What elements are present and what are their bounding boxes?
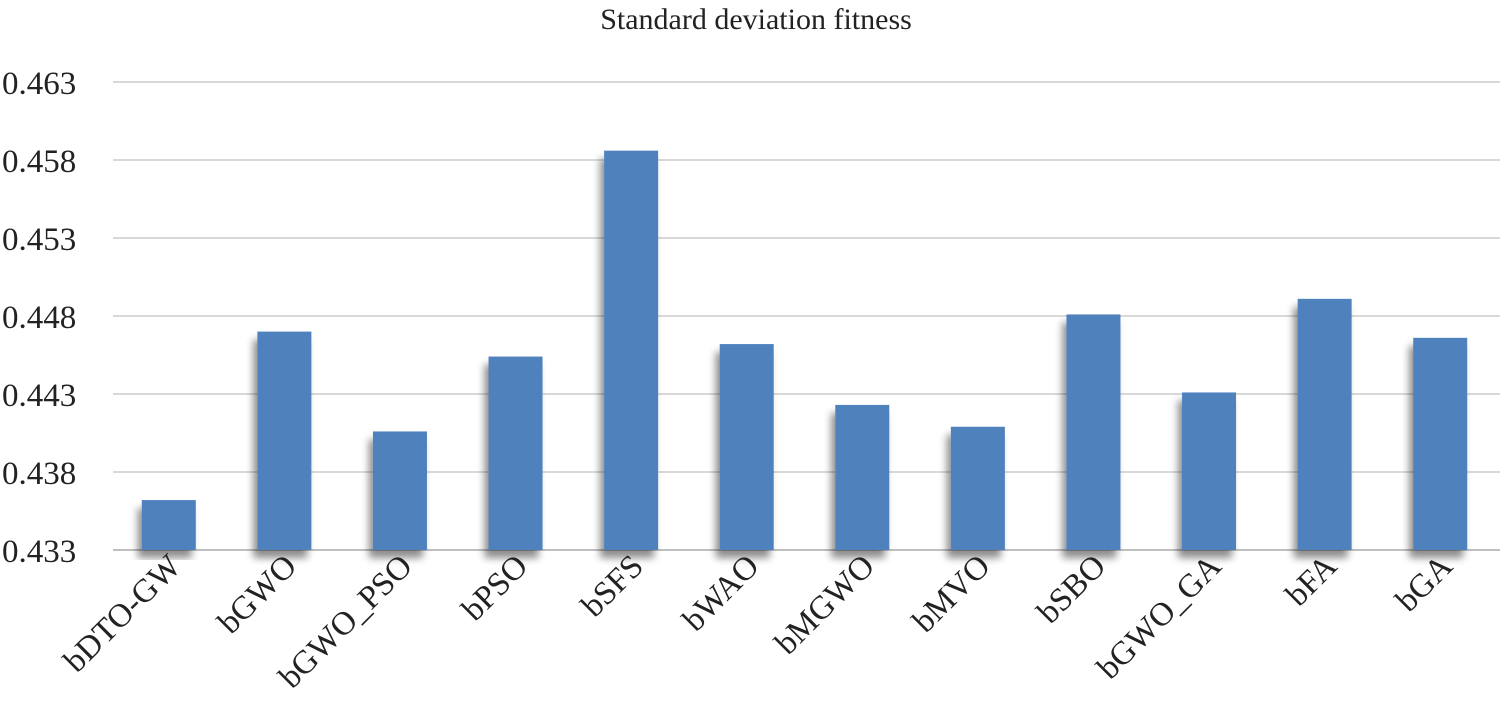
bar-bmvo xyxy=(950,426,1005,550)
bars xyxy=(141,150,1468,550)
bar-bgwo xyxy=(257,331,312,550)
x-tick-label: bGWO xyxy=(211,548,304,641)
y-tick-label: 0.458 xyxy=(2,144,76,180)
bar-bgwo-ga xyxy=(1182,392,1237,550)
x-tick-label: bMVO xyxy=(906,548,998,640)
bar-bfa xyxy=(1297,298,1352,550)
bar-bdto-gw xyxy=(141,500,196,550)
y-tick-label: 0.438 xyxy=(2,456,76,492)
x-tick-label: bFA xyxy=(1279,548,1344,613)
x-tick-label: bMGWO xyxy=(768,548,882,662)
y-tick-label: 0.453 xyxy=(2,222,76,258)
bar-bsfs xyxy=(604,150,659,550)
x-tick-label: bDTO-GW xyxy=(57,548,189,680)
x-tick-label: bSBO xyxy=(1031,548,1114,631)
bar-bga xyxy=(1413,337,1468,550)
bar-bsbo xyxy=(1066,314,1121,550)
bar-bwao xyxy=(719,344,774,550)
y-tick-label: 0.463 xyxy=(2,66,76,102)
x-tick-label: bGA xyxy=(1389,548,1460,619)
y-tick-label: 0.448 xyxy=(2,300,76,336)
bar-bpso xyxy=(488,356,543,550)
y-axis-ticks: 0.433 0.438 0.443 0.448 0.453 0.458 0.463 xyxy=(2,66,76,570)
y-tick-label: 0.443 xyxy=(2,378,76,414)
x-tick-label: bWAO xyxy=(676,548,766,638)
x-tick-label: bGWO_GA xyxy=(1090,548,1228,686)
chart-title: Standard deviation fitness xyxy=(600,3,912,36)
bar-bgwo-pso xyxy=(372,431,427,550)
x-tick-label: bPSO xyxy=(455,548,535,628)
y-tick-label: 0.433 xyxy=(2,534,76,570)
x-tick-label: bSFS xyxy=(575,548,651,624)
bar-bmgwo xyxy=(835,404,890,550)
gridlines xyxy=(113,81,1500,551)
